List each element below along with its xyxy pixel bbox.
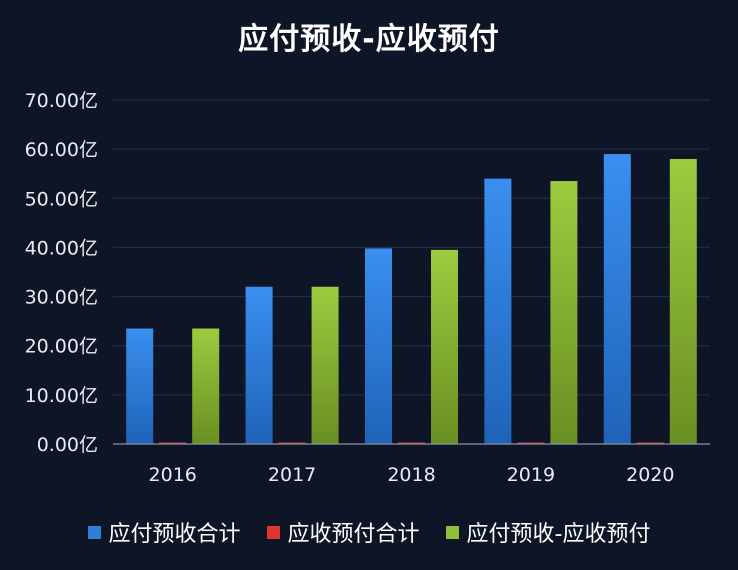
y-tick-label: 40.00亿 [25, 237, 98, 259]
y-axis-ticks: 0.00亿 10.00亿 20.00亿 30.00亿 40.00亿 50.00亿 60.00… [25, 90, 98, 456]
bar-series-1-2020 [603, 154, 631, 445]
bar-series-3-2018 [431, 249, 458, 444]
legend-item-series-2: 应收预付合计 [266, 516, 420, 548]
x-tick-label: 2016 [149, 464, 197, 486]
y-tick-label: 0.00亿 [37, 434, 98, 456]
x-tick-label: 2020 [626, 464, 674, 486]
bar-series-1-2018 [365, 248, 392, 444]
bar-series-1-2017 [245, 286, 273, 444]
chart-title: 应付预收-应收预付 [238, 22, 500, 57]
legend-label-series-1: 应付预收合计 [108, 522, 241, 547]
y-tick-label: 50.00亿 [25, 188, 98, 210]
legend-label-series-2: 应收预付合计 [287, 522, 420, 547]
y-tick-label: 30.00亿 [25, 287, 98, 309]
x-tick-label: 2019 [507, 464, 555, 486]
bar-series-3-2017 [311, 286, 339, 444]
x-axis-ticks: 2016 2017 2018 2019 2020 [149, 464, 675, 486]
x-tick-label: 2018 [387, 464, 435, 486]
x-tick-label: 2017 [268, 464, 316, 486]
bar-series-1-2019 [484, 178, 512, 444]
bars [126, 154, 697, 445]
y-tick-label: 10.00亿 [25, 385, 98, 407]
bar-series-3-2020 [669, 158, 697, 444]
legend-swatch-series-1 [87, 525, 101, 539]
bar-series-1-2016 [126, 328, 154, 444]
legend-swatch-series-2 [266, 525, 280, 539]
y-tick-label: 60.00亿 [25, 139, 98, 161]
y-tick-label: 70.00亿 [25, 90, 98, 112]
bar-series-3-2019 [550, 181, 578, 445]
legend-item-series-1: 应付预收合计 [87, 516, 241, 548]
legend-label-series-3: 应付预收-应收预付 [466, 522, 651, 547]
legend-swatch-series-3 [445, 525, 459, 539]
legend-item-series-3: 应付预收-应收预付 [445, 516, 651, 548]
y-tick-label: 20.00亿 [25, 336, 98, 358]
legend: 应付预收合计 应收预付合计 应付预收-应收预付 [0, 516, 738, 548]
bar-series-3-2016 [192, 328, 220, 444]
